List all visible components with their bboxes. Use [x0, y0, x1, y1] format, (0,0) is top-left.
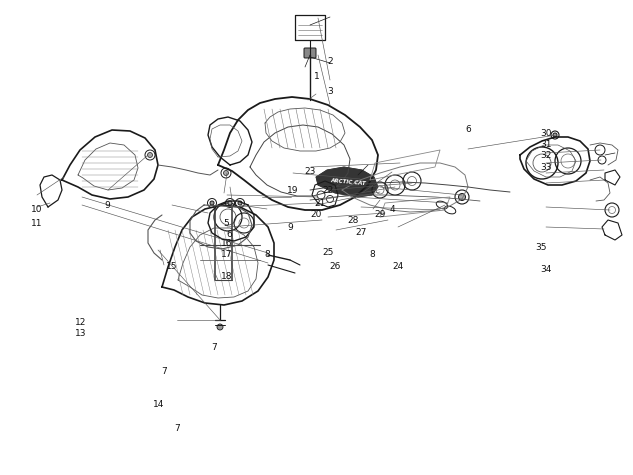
- Text: 15: 15: [166, 263, 178, 271]
- Text: 9: 9: [104, 201, 111, 209]
- Circle shape: [458, 193, 465, 200]
- Text: 33: 33: [540, 163, 551, 171]
- Text: 5: 5: [223, 219, 230, 228]
- Text: 29: 29: [374, 210, 385, 219]
- Text: 1: 1: [313, 73, 320, 81]
- Text: 21: 21: [314, 199, 325, 208]
- Text: 19: 19: [287, 187, 298, 195]
- Text: 34: 34: [540, 266, 551, 274]
- Text: 18: 18: [221, 272, 232, 281]
- Text: 27: 27: [355, 228, 367, 237]
- Text: 13: 13: [75, 329, 87, 338]
- Text: 30: 30: [540, 130, 551, 138]
- FancyBboxPatch shape: [304, 48, 316, 58]
- Text: 28: 28: [348, 217, 359, 225]
- Text: 9: 9: [287, 224, 293, 232]
- Text: 14: 14: [153, 400, 164, 409]
- Text: 22: 22: [322, 187, 334, 195]
- Text: 7: 7: [174, 424, 180, 433]
- Text: 7: 7: [211, 343, 217, 352]
- Circle shape: [228, 201, 232, 205]
- Text: 12: 12: [75, 318, 87, 326]
- Text: 10: 10: [31, 206, 42, 214]
- Text: 6: 6: [226, 230, 232, 238]
- Text: 25: 25: [322, 248, 334, 257]
- Text: 23: 23: [304, 167, 316, 175]
- Text: 17: 17: [221, 250, 232, 258]
- Circle shape: [217, 324, 223, 330]
- Text: 6: 6: [465, 125, 472, 133]
- Circle shape: [238, 201, 242, 205]
- Circle shape: [210, 201, 214, 205]
- Text: 4: 4: [390, 206, 395, 214]
- Text: 3: 3: [327, 87, 334, 95]
- Text: ARCTIC CAT: ARCTIC CAT: [330, 178, 366, 186]
- Polygon shape: [316, 167, 378, 197]
- Circle shape: [553, 133, 557, 137]
- Circle shape: [147, 152, 153, 158]
- Circle shape: [223, 171, 229, 175]
- Text: 16: 16: [221, 239, 232, 247]
- Text: 31: 31: [540, 141, 551, 149]
- Text: 32: 32: [540, 152, 551, 160]
- Text: 8: 8: [369, 250, 375, 258]
- Text: 24: 24: [392, 263, 403, 271]
- Text: 8: 8: [264, 250, 270, 258]
- Text: 11: 11: [31, 219, 42, 228]
- Text: 20: 20: [311, 210, 322, 219]
- Text: 35: 35: [536, 243, 547, 251]
- Text: 2: 2: [328, 57, 333, 66]
- Text: 7: 7: [161, 367, 168, 376]
- Text: 26: 26: [330, 263, 341, 271]
